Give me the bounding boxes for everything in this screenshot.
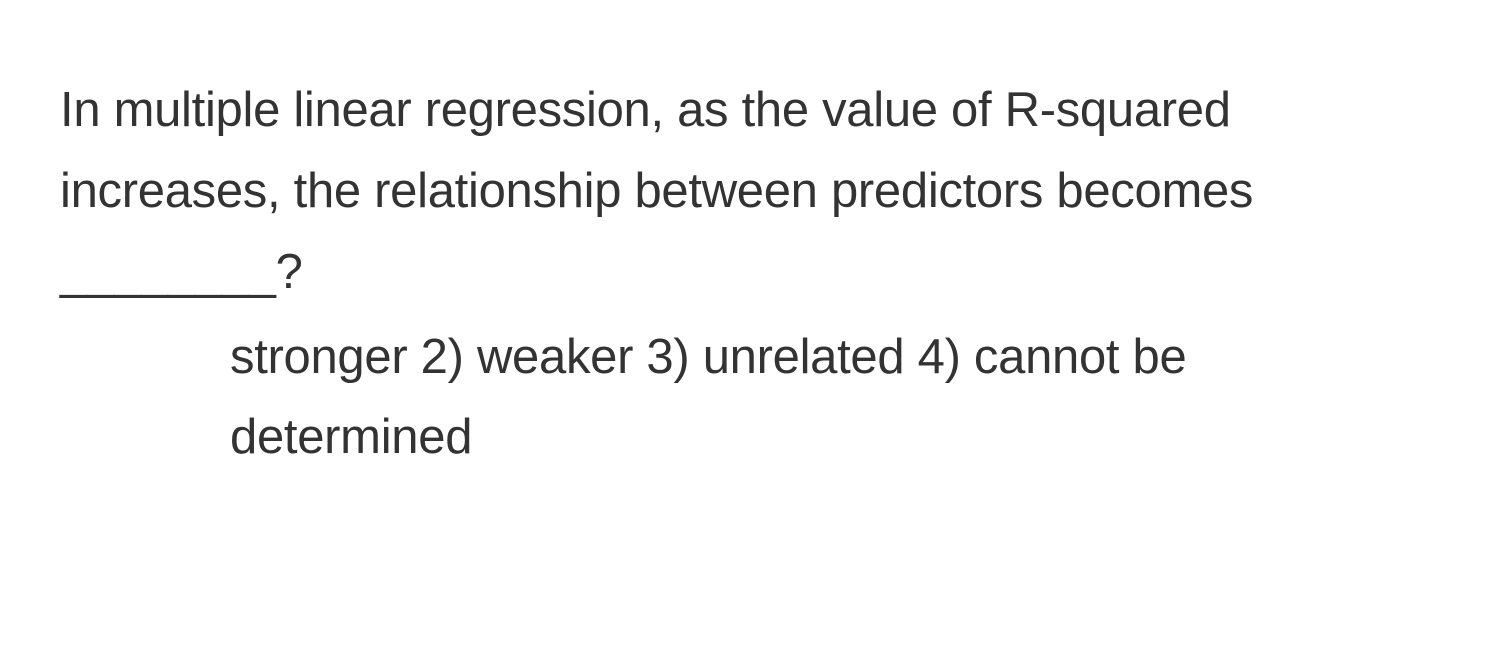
question-container: In multiple linear regression, as the va… (60, 70, 1440, 478)
answer-options: stronger 2) weaker 3) unrelated 4) canno… (60, 317, 1440, 479)
question-text: In multiple linear regression, as the va… (60, 70, 1440, 313)
